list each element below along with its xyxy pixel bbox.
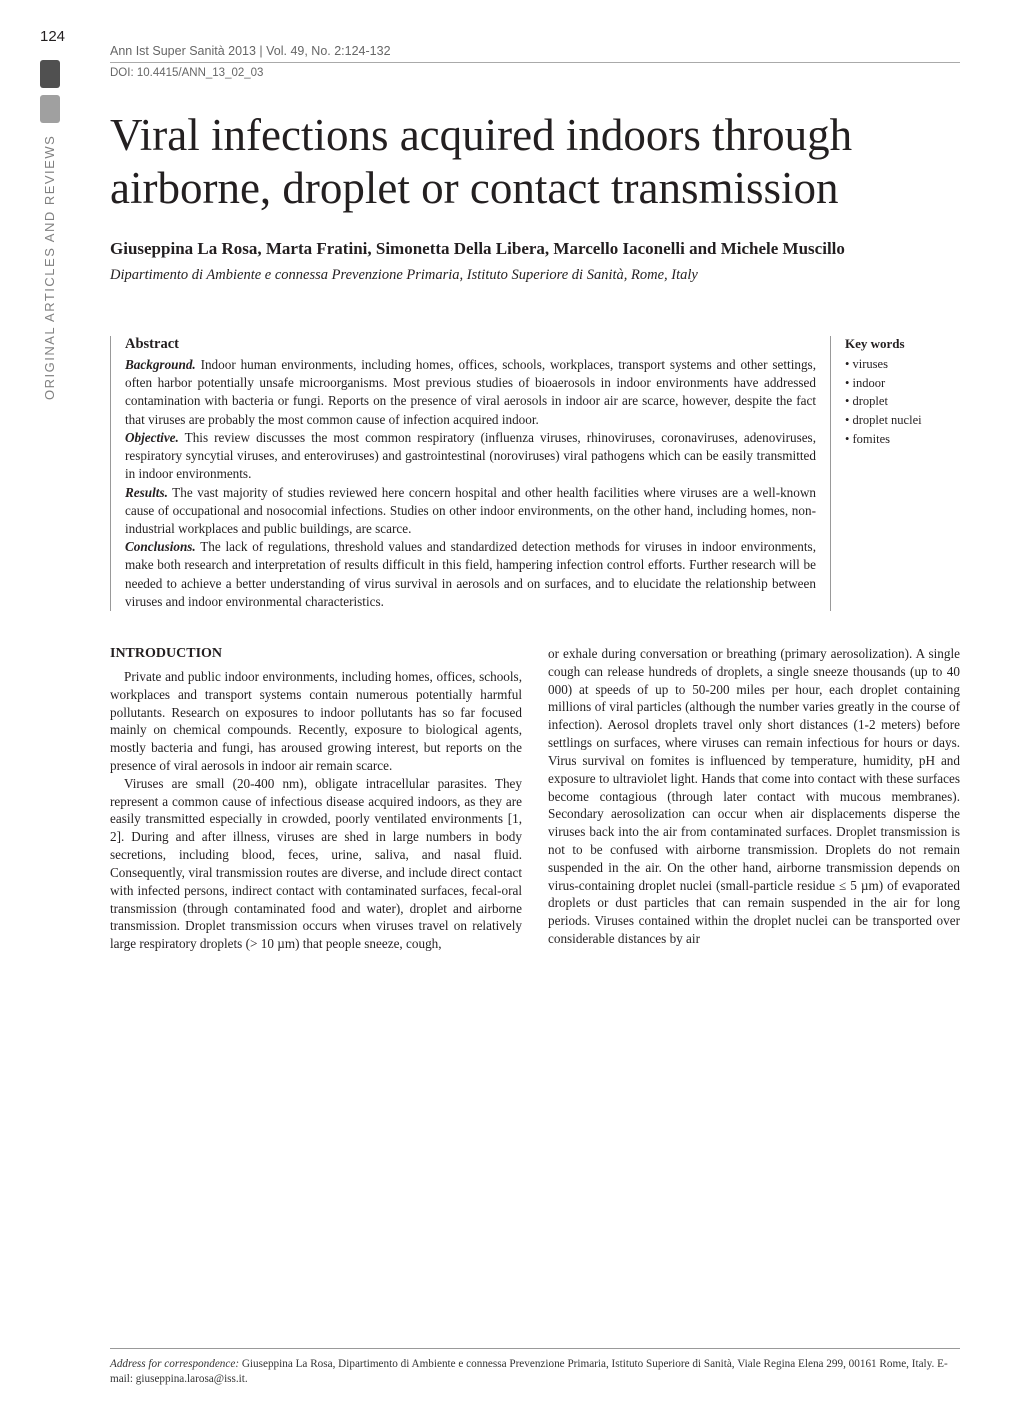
body-column-right: or exhale during conversation or breathi… [548,645,960,953]
side-section-label: Original articles and reviews [42,135,57,400]
objective-label: Objective. [125,430,179,445]
body-paragraph: Private and public indoor environments, … [110,668,522,775]
correspondence-label: Address for correspondence: [110,1358,239,1370]
article-title: Viral infections acquired indoors throug… [110,109,960,215]
keywords-heading: Key words [845,336,960,352]
background-text: Indoor human environments, including hom… [125,357,816,427]
abstract-results: Results. The vast majority of studies re… [125,484,816,539]
main-content: Ann Ist Super Sanità 2013 | Vol. 49, No.… [110,0,960,953]
background-label: Background. [125,357,196,372]
keyword-item: fomites [845,430,960,449]
side-tab-top [40,60,60,88]
keyword-item: indoor [845,374,960,393]
keyword-item: droplet nuclei [845,411,960,430]
keywords-list: viruses indoor droplet droplet nuclei fo… [845,355,960,449]
intro-heading: INTRODUCTION [110,645,522,664]
running-header: Ann Ist Super Sanità 2013 | Vol. 49, No.… [110,44,960,63]
side-tab-bottom [40,95,60,123]
results-label: Results. [125,485,168,500]
keyword-item: viruses [845,355,960,374]
abstract-background: Background. Indoor human environments, i… [125,356,816,429]
keywords-column: Key words viruses indoor droplet droplet… [845,336,960,611]
abstract-heading: Abstract [125,336,816,353]
abstract-objective: Objective. This review discusses the mos… [125,429,816,484]
page-number: 124 [40,28,65,45]
objective-text: This review discusses the most common re… [125,430,816,481]
abstract-section: Abstract Background. Indoor human enviro… [110,336,960,611]
body-paragraph: or exhale during conversation or breathi… [548,645,960,948]
affiliation: Dipartimento di Ambiente e connessa Prev… [110,267,960,284]
body-paragraph: Viruses are small (20-400 nm), obligate … [110,775,522,953]
conclusions-label: Conclusions. [125,539,196,554]
abstract-conclusions: Conclusions. The lack of regulations, th… [125,538,816,611]
correspondence-footer: Address for correspondence: Giuseppina L… [110,1348,960,1388]
author-list: Giuseppina La Rosa, Marta Fratini, Simon… [110,237,960,261]
body-columns: INTRODUCTION Private and public indoor e… [110,645,960,953]
abstract-body: Abstract Background. Indoor human enviro… [110,336,831,611]
body-column-left: INTRODUCTION Private and public indoor e… [110,645,522,953]
results-text: The vast majority of studies reviewed he… [125,485,816,536]
conclusions-text: The lack of regulations, threshold value… [125,539,816,609]
keyword-item: droplet [845,392,960,411]
doi-line: DOI: 10.4415/ANN_13_02_03 [110,67,960,79]
